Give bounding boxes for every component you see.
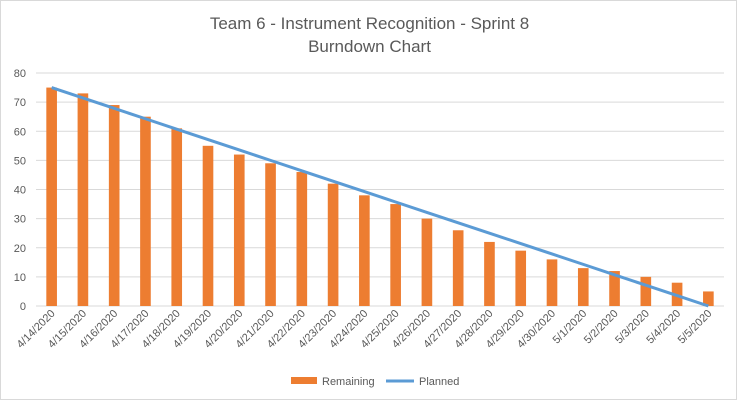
bar-remaining bbox=[46, 87, 57, 306]
y-tick-label: 40 bbox=[14, 185, 26, 197]
bar-remaining bbox=[327, 183, 339, 306]
bar-remaining bbox=[609, 271, 620, 306]
y-tick-label: 80 bbox=[14, 68, 26, 80]
bar-remaining bbox=[233, 154, 245, 306]
x-tick-label: 5/5/2020 bbox=[676, 308, 715, 347]
bar-remaining bbox=[265, 163, 276, 306]
line-planned bbox=[51, 86, 709, 308]
y-tick-label: 20 bbox=[14, 243, 26, 255]
bar-remaining bbox=[171, 128, 183, 306]
bar-remaining bbox=[452, 230, 464, 306]
bar-remaining bbox=[108, 105, 120, 306]
bar-remaining bbox=[390, 204, 401, 306]
bar-remaining bbox=[296, 172, 308, 306]
chart-subtitle: Burndown Chart bbox=[308, 37, 431, 56]
bar-remaining bbox=[484, 241, 495, 306]
y-tick-label: 10 bbox=[14, 272, 26, 284]
bar-remaining bbox=[359, 195, 370, 306]
bar-remaining bbox=[577, 268, 589, 306]
bar-remaining bbox=[546, 259, 558, 306]
y-tick-label: 60 bbox=[14, 126, 26, 138]
y-tick-label: 30 bbox=[14, 214, 26, 226]
bar-remaining bbox=[421, 218, 433, 306]
legend-swatch-remaining bbox=[291, 377, 317, 384]
bar-remaining bbox=[140, 116, 151, 306]
bar-remaining bbox=[515, 250, 527, 306]
bar-remaining bbox=[640, 276, 652, 306]
bar-remaining bbox=[703, 291, 714, 306]
y-tick-label: 50 bbox=[14, 155, 26, 167]
y-tick-label: 70 bbox=[14, 97, 26, 109]
bar-remaining bbox=[202, 145, 214, 306]
y-tick-label: 0 bbox=[20, 301, 26, 313]
legend-label-remaining: Remaining bbox=[322, 376, 375, 388]
legend-label-planned: Planned bbox=[419, 376, 459, 388]
bar-remaining bbox=[77, 93, 89, 306]
chart-title: Team 6 - Instrument Recognition - Sprint… bbox=[209, 14, 530, 33]
